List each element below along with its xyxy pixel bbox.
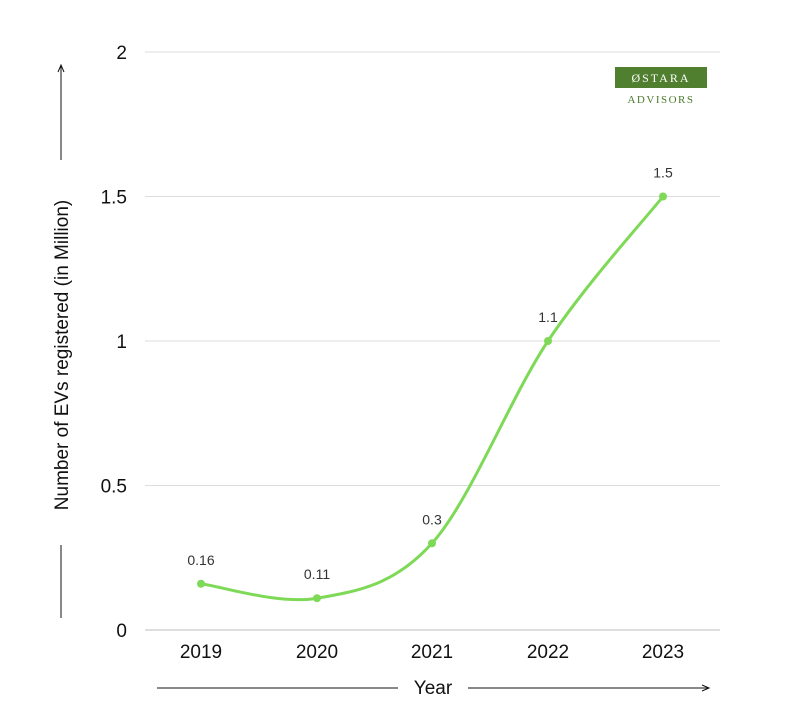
x-tick-label: 2019 xyxy=(180,642,222,663)
y-axis-title: Number of EVs registered (in Million) xyxy=(52,200,73,510)
x-tick-label: 2023 xyxy=(642,642,684,663)
y-tick-label: 2 xyxy=(116,43,127,64)
data-point xyxy=(428,539,436,548)
data-label: 1.1 xyxy=(538,309,558,325)
y-axis-ticks: 0 0.5 1 1.5 2 xyxy=(101,43,127,642)
data-label: 0.3 xyxy=(422,511,442,527)
logo-line-1: ØSTARA xyxy=(631,71,690,85)
data-point xyxy=(313,594,321,603)
data-label: 0.16 xyxy=(187,552,214,568)
data-point xyxy=(197,579,205,588)
x-tick-label: 2022 xyxy=(527,642,569,663)
data-point xyxy=(544,337,552,345)
y-tick-label: 1.5 xyxy=(101,188,127,209)
ostara-advisors-logo: ØSTARA ADVISORS xyxy=(615,67,707,106)
data-label: 1.5 xyxy=(653,165,673,181)
x-axis-ticks: 2019 2020 2021 2022 2023 xyxy=(180,642,684,663)
y-tick-label: 0.5 xyxy=(101,477,127,498)
series-layer xyxy=(197,192,667,603)
x-axis-title: Year xyxy=(414,678,453,699)
gridlines xyxy=(145,51,720,631)
data-point xyxy=(659,192,667,201)
logo-line-2: ADVISORS xyxy=(627,94,694,106)
x-tick-label: 2021 xyxy=(411,642,453,663)
data-labels: 0.16 0.11 0.3 1.1 1.5 xyxy=(187,165,673,583)
y-axis-arrowhead xyxy=(57,63,65,73)
x-axis-title-group: Year xyxy=(157,678,711,699)
y-axis-title-group: Number of EVs registered (in Million) xyxy=(52,63,73,618)
x-tick-label: 2020 xyxy=(296,642,338,663)
y-tick-label: 0 xyxy=(116,621,127,642)
x-axis-arrowhead xyxy=(701,684,711,692)
y-tick-label: 1 xyxy=(116,332,127,353)
logo-background xyxy=(615,67,707,88)
data-label: 0.11 xyxy=(304,566,330,582)
series-line xyxy=(199,195,665,602)
